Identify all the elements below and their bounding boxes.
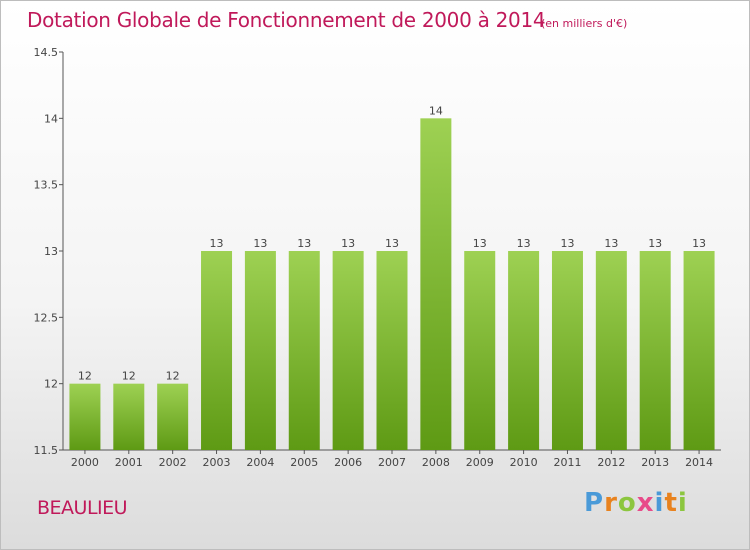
- bar-2011: [551, 251, 583, 450]
- value-label: 13: [692, 237, 706, 250]
- value-label: 13: [210, 237, 224, 250]
- bar-2014: [683, 251, 715, 450]
- value-label: 13: [560, 237, 574, 250]
- value-label: 13: [297, 237, 311, 250]
- bar-2010: [508, 251, 540, 450]
- bar-2004: [244, 251, 276, 450]
- value-label: 13: [253, 237, 267, 250]
- value-label: 13: [473, 237, 487, 250]
- x-tick-label: 2011: [553, 456, 581, 469]
- x-tick-label: 2005: [290, 456, 318, 469]
- value-label: 13: [604, 237, 618, 250]
- proxiti-logo[interactable]: Proxiti: [584, 488, 688, 518]
- y-tick-label: 13.5: [34, 179, 59, 192]
- bar-2002: [157, 383, 189, 450]
- x-tick-label: 2014: [685, 456, 713, 469]
- value-label: 13: [341, 237, 355, 250]
- value-label: 13: [517, 237, 531, 250]
- x-tick-label: 2010: [510, 456, 538, 469]
- x-tick-label: 2008: [422, 456, 450, 469]
- bar-2013: [639, 251, 671, 450]
- bar-2001: [113, 383, 145, 450]
- bar-2003: [201, 251, 233, 450]
- y-tick-label: 13: [44, 245, 58, 258]
- x-tick-label: 2004: [246, 456, 274, 469]
- y-tick-label: 12.5: [34, 311, 59, 324]
- x-tick-label: 2000: [71, 456, 99, 469]
- x-tick-label: 2009: [466, 456, 494, 469]
- bar-2000: [69, 383, 101, 450]
- bar-2008: [420, 118, 452, 450]
- value-label: 12: [166, 370, 180, 383]
- x-tick-label: 2002: [159, 456, 187, 469]
- x-tick-label: 2003: [203, 456, 231, 469]
- x-tick-label: 2001: [115, 456, 143, 469]
- x-tick-label: 2006: [334, 456, 362, 469]
- chart-subtitle: (en milliers d'€): [541, 17, 628, 30]
- y-tick-label: 12: [44, 378, 58, 391]
- y-tick-label: 14.5: [34, 46, 59, 59]
- place-name: BEAULIEU: [37, 497, 128, 519]
- y-tick-label: 14: [44, 112, 58, 125]
- bar-2007: [376, 251, 408, 450]
- bar-2005: [288, 251, 320, 450]
- x-tick-label: 2012: [597, 456, 625, 469]
- value-label: 12: [122, 370, 136, 383]
- x-tick-label: 2007: [378, 456, 406, 469]
- value-label: 12: [78, 370, 92, 383]
- value-label: 13: [648, 237, 662, 250]
- chart-title: Dotation Globale de Fonctionnement de 20…: [27, 8, 546, 32]
- x-tick-label: 2013: [641, 456, 669, 469]
- value-label: 13: [385, 237, 399, 250]
- y-tick-label: 11.5: [34, 444, 59, 457]
- bar-2012: [595, 251, 627, 450]
- bar-2009: [464, 251, 496, 450]
- bar-2006: [332, 251, 364, 450]
- value-label: 14: [429, 104, 443, 117]
